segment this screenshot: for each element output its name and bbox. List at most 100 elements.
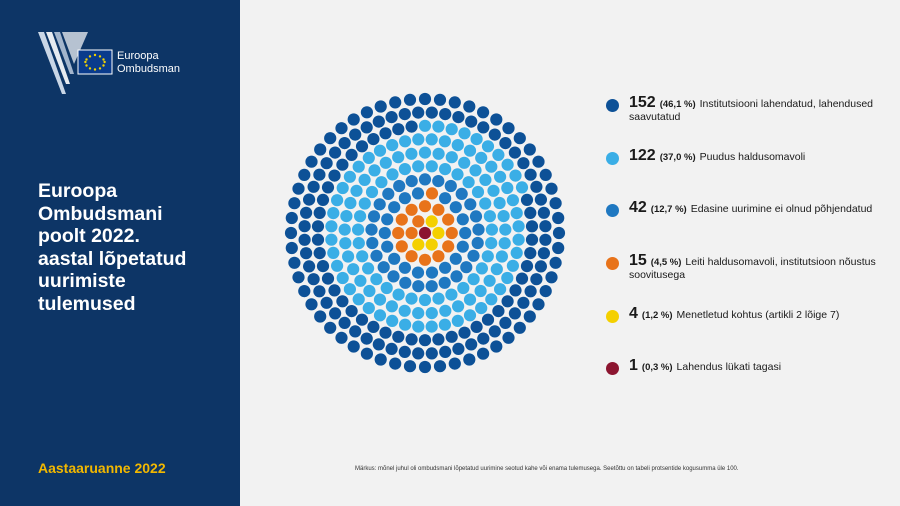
chart-dot bbox=[462, 176, 475, 189]
legend-label: Edasine uurimine ei olnud põhjendatud bbox=[690, 203, 873, 215]
chart-dot bbox=[305, 298, 318, 311]
chart-dot bbox=[405, 292, 418, 305]
chart-dot bbox=[524, 168, 537, 181]
chart-dot bbox=[418, 119, 432, 132]
chart-dot bbox=[451, 139, 464, 152]
chart-dot bbox=[392, 226, 405, 240]
chart-dot bbox=[439, 108, 452, 121]
chart-dot bbox=[520, 193, 534, 206]
chart-dot bbox=[467, 273, 480, 286]
legend-text: 122 (37,0 %) Puudus haldusomavoli bbox=[629, 147, 891, 164]
chart-dot bbox=[381, 240, 394, 253]
chart-dot bbox=[360, 332, 373, 345]
chart-dot bbox=[465, 338, 478, 351]
legend-dot bbox=[606, 99, 619, 112]
chart-dot bbox=[352, 160, 365, 173]
chart-dot bbox=[386, 139, 399, 152]
chart-dot bbox=[405, 147, 418, 160]
chart-dot bbox=[395, 213, 408, 226]
chart-dot bbox=[469, 210, 483, 223]
chart-dot bbox=[316, 260, 330, 273]
chart-dot bbox=[418, 226, 432, 240]
chart-dot bbox=[433, 360, 447, 373]
chart-dot bbox=[508, 146, 521, 159]
chart-dot bbox=[502, 331, 515, 344]
chart-dot bbox=[307, 273, 320, 286]
chart-dot bbox=[523, 143, 536, 156]
chart-dot bbox=[442, 240, 455, 253]
legend-label: Menetletud kohtus (artikli 2 lõige 7) bbox=[676, 309, 840, 321]
chart-dot bbox=[477, 106, 490, 119]
chart-dot bbox=[352, 293, 365, 306]
chart-dot bbox=[452, 342, 465, 355]
chart-dot bbox=[501, 181, 514, 195]
chart-dot bbox=[340, 210, 353, 223]
chart-dot bbox=[493, 196, 506, 210]
chart-dot bbox=[524, 206, 537, 219]
chart-dot bbox=[392, 288, 405, 301]
chart-dot bbox=[356, 250, 369, 263]
chart-dot bbox=[458, 326, 471, 339]
chart-dot bbox=[292, 271, 305, 284]
chart-dot bbox=[370, 273, 383, 286]
legend-percent: (0,3 %) bbox=[641, 362, 673, 373]
chart-dot bbox=[411, 187, 425, 200]
chart-dot bbox=[405, 175, 418, 188]
chart-dot bbox=[425, 266, 439, 279]
chart-dot bbox=[512, 220, 525, 233]
legend-count: 122 bbox=[629, 147, 656, 164]
chart-dot bbox=[499, 223, 512, 236]
chart-dot bbox=[335, 331, 348, 344]
chart-dot bbox=[360, 347, 373, 360]
chart-dot bbox=[338, 223, 351, 236]
chart-dot bbox=[545, 182, 558, 195]
chart-dot bbox=[475, 262, 488, 275]
logo-line-1: Euroopa bbox=[117, 50, 159, 62]
chart-dot bbox=[303, 193, 316, 206]
chart-dot bbox=[499, 316, 512, 329]
chart-dot bbox=[392, 151, 405, 164]
chart-dot bbox=[398, 108, 411, 121]
chart-dot bbox=[349, 128, 362, 141]
chart-dot bbox=[377, 261, 390, 274]
legend: 152 (46,1 %) Institutsiooni lahendatud, la… bbox=[606, 0, 896, 506]
chart-dot bbox=[463, 353, 476, 366]
chart-dot bbox=[545, 271, 558, 284]
chart-dot bbox=[349, 325, 362, 338]
chart-dot bbox=[469, 164, 482, 177]
chart-dot bbox=[392, 123, 405, 136]
chart-dot bbox=[367, 320, 380, 333]
chart-dot bbox=[336, 295, 349, 308]
chart-dot bbox=[412, 133, 425, 146]
chart-dot bbox=[439, 261, 452, 274]
chart-dot bbox=[485, 237, 498, 250]
chart-dot bbox=[347, 263, 360, 276]
chart-dot bbox=[481, 313, 495, 326]
chart-dot bbox=[285, 211, 298, 225]
legend-percent: (1,2 %) bbox=[641, 310, 673, 321]
chart-dot bbox=[523, 310, 536, 323]
chart-dot bbox=[442, 213, 455, 226]
chart-dot bbox=[487, 184, 500, 197]
chart-dot bbox=[372, 115, 385, 128]
chart-dot bbox=[373, 198, 386, 211]
chart-dot bbox=[481, 140, 495, 153]
chart-dot bbox=[305, 155, 318, 168]
chart-dot bbox=[539, 168, 552, 181]
chart-dot bbox=[314, 143, 327, 156]
chart-dot bbox=[425, 215, 438, 228]
chart-dot bbox=[537, 247, 550, 260]
chart-dot bbox=[311, 220, 325, 233]
legend-percent: (37,0 %) bbox=[659, 152, 696, 163]
chart-dot bbox=[490, 263, 503, 276]
chart-dot bbox=[532, 298, 545, 311]
chart-dot bbox=[549, 256, 562, 269]
chart-dot bbox=[329, 307, 342, 320]
panel-title: Euroopa Ombudsmani poolt 2022. aastal lõ… bbox=[38, 180, 187, 315]
chart-dot bbox=[418, 173, 432, 186]
chart-dot bbox=[344, 196, 357, 210]
chart-dot bbox=[433, 93, 447, 106]
chart-dot bbox=[458, 156, 471, 169]
chart-dot bbox=[389, 357, 402, 370]
chart-dot bbox=[321, 181, 335, 194]
